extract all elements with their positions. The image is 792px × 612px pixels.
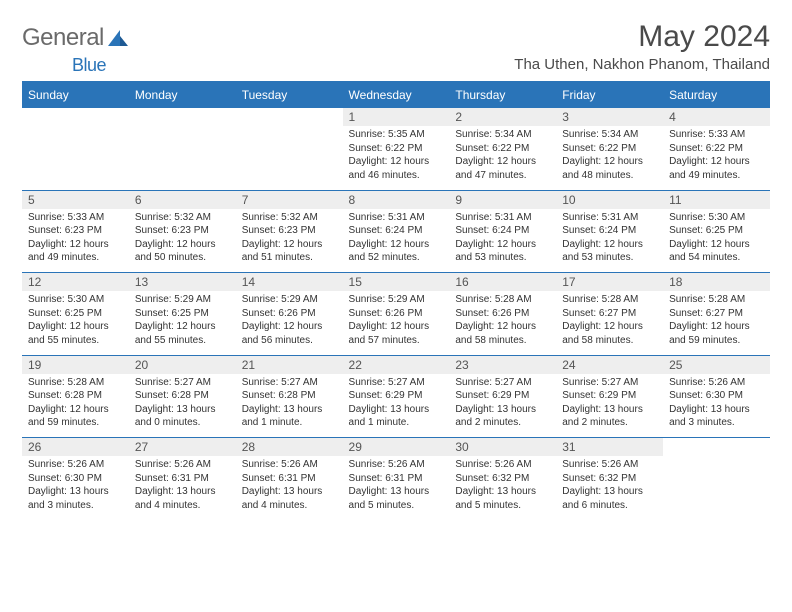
day-detail-cell: Sunrise: 5:34 AMSunset: 6:22 PMDaylight:…: [556, 126, 663, 190]
day-detail-cell: Sunrise: 5:27 AMSunset: 6:29 PMDaylight:…: [449, 374, 556, 438]
day-detail-cell: Sunrise: 5:30 AMSunset: 6:25 PMDaylight:…: [22, 291, 129, 355]
calendar-page: General May 2024 Tha Uthen, Nakhon Phano…: [0, 0, 792, 540]
logo-text-2: Blue: [72, 55, 106, 76]
day-detail-cell: Sunrise: 5:28 AMSunset: 6:27 PMDaylight:…: [556, 291, 663, 355]
day-detail-cell: Sunrise: 5:26 AMSunset: 6:31 PMDaylight:…: [236, 456, 343, 520]
calendar-body: 1234Sunrise: 5:35 AMSunset: 6:22 PMDayli…: [22, 108, 770, 521]
day-detail-cell: Sunrise: 5:32 AMSunset: 6:23 PMDaylight:…: [129, 209, 236, 273]
header: General May 2024 Tha Uthen, Nakhon Phano…: [22, 20, 770, 73]
dayname: Thursday: [449, 82, 556, 108]
dayname-row: Sunday Monday Tuesday Wednesday Thursday…: [22, 82, 770, 108]
week-daynum-row: 567891011: [22, 190, 770, 209]
day-detail-cell: [129, 126, 236, 190]
day-number-cell: 5: [22, 190, 129, 209]
day-number-cell: 15: [343, 273, 450, 292]
day-number-cell: 2: [449, 108, 556, 127]
day-number-cell: 31: [556, 438, 663, 457]
day-detail-cell: Sunrise: 5:33 AMSunset: 6:22 PMDaylight:…: [663, 126, 770, 190]
day-number-cell: 25: [663, 355, 770, 374]
dayname: Monday: [129, 82, 236, 108]
day-detail-cell: Sunrise: 5:33 AMSunset: 6:23 PMDaylight:…: [22, 209, 129, 273]
day-detail-cell: Sunrise: 5:31 AMSunset: 6:24 PMDaylight:…: [556, 209, 663, 273]
day-number-cell: 3: [556, 108, 663, 127]
day-detail-cell: Sunrise: 5:27 AMSunset: 6:28 PMDaylight:…: [236, 374, 343, 438]
day-detail-cell: Sunrise: 5:35 AMSunset: 6:22 PMDaylight:…: [343, 126, 450, 190]
day-number-cell: 19: [22, 355, 129, 374]
day-detail-cell: [236, 126, 343, 190]
week-detail-row: Sunrise: 5:26 AMSunset: 6:30 PMDaylight:…: [22, 456, 770, 520]
day-number-cell: 11: [663, 190, 770, 209]
calendar-table: Sunday Monday Tuesday Wednesday Thursday…: [22, 81, 770, 520]
month-title: May 2024: [514, 20, 770, 54]
day-detail-cell: Sunrise: 5:26 AMSunset: 6:32 PMDaylight:…: [556, 456, 663, 520]
logo-text-1: General: [22, 24, 104, 52]
day-number-cell: 29: [343, 438, 450, 457]
dayname: Tuesday: [236, 82, 343, 108]
dayname: Sunday: [22, 82, 129, 108]
day-number-cell: 14: [236, 273, 343, 292]
day-number-cell: 24: [556, 355, 663, 374]
day-number-cell: 18: [663, 273, 770, 292]
week-daynum-row: 262728293031: [22, 438, 770, 457]
day-detail-cell: Sunrise: 5:27 AMSunset: 6:29 PMDaylight:…: [343, 374, 450, 438]
day-number-cell: 4: [663, 108, 770, 127]
day-detail-cell: Sunrise: 5:29 AMSunset: 6:26 PMDaylight:…: [236, 291, 343, 355]
day-detail-cell: Sunrise: 5:31 AMSunset: 6:24 PMDaylight:…: [449, 209, 556, 273]
day-number-cell: 8: [343, 190, 450, 209]
logo: General: [22, 24, 108, 52]
day-number-cell: 7: [236, 190, 343, 209]
day-detail-cell: Sunrise: 5:27 AMSunset: 6:29 PMDaylight:…: [556, 374, 663, 438]
day-number-cell: 12: [22, 273, 129, 292]
day-number-cell: 28: [236, 438, 343, 457]
week-detail-row: Sunrise: 5:33 AMSunset: 6:23 PMDaylight:…: [22, 209, 770, 273]
day-number-cell: 1: [343, 108, 450, 127]
week-detail-row: Sunrise: 5:28 AMSunset: 6:28 PMDaylight:…: [22, 374, 770, 438]
day-detail-cell: Sunrise: 5:29 AMSunset: 6:25 PMDaylight:…: [129, 291, 236, 355]
day-detail-cell: Sunrise: 5:28 AMSunset: 6:28 PMDaylight:…: [22, 374, 129, 438]
day-number-cell: 30: [449, 438, 556, 457]
dayname: Saturday: [663, 82, 770, 108]
day-number-cell: [663, 438, 770, 457]
day-number-cell: 23: [449, 355, 556, 374]
day-detail-cell: [22, 126, 129, 190]
day-number-cell: [22, 108, 129, 127]
day-detail-cell: Sunrise: 5:31 AMSunset: 6:24 PMDaylight:…: [343, 209, 450, 273]
week-daynum-row: 1234: [22, 108, 770, 127]
day-number-cell: 9: [449, 190, 556, 209]
day-number-cell: [236, 108, 343, 127]
day-detail-cell: Sunrise: 5:28 AMSunset: 6:26 PMDaylight:…: [449, 291, 556, 355]
day-number-cell: 16: [449, 273, 556, 292]
day-detail-cell: Sunrise: 5:27 AMSunset: 6:28 PMDaylight:…: [129, 374, 236, 438]
location: Tha Uthen, Nakhon Phanom, Thailand: [514, 56, 770, 73]
day-number-cell: [129, 108, 236, 127]
day-detail-cell: Sunrise: 5:30 AMSunset: 6:25 PMDaylight:…: [663, 209, 770, 273]
day-detail-cell: Sunrise: 5:26 AMSunset: 6:31 PMDaylight:…: [343, 456, 450, 520]
day-number-cell: 17: [556, 273, 663, 292]
day-detail-cell: Sunrise: 5:26 AMSunset: 6:30 PMDaylight:…: [663, 374, 770, 438]
day-number-cell: 22: [343, 355, 450, 374]
day-number-cell: 20: [129, 355, 236, 374]
title-block: May 2024 Tha Uthen, Nakhon Phanom, Thail…: [514, 20, 770, 73]
day-detail-cell: Sunrise: 5:26 AMSunset: 6:31 PMDaylight:…: [129, 456, 236, 520]
day-number-cell: 26: [22, 438, 129, 457]
week-detail-row: Sunrise: 5:35 AMSunset: 6:22 PMDaylight:…: [22, 126, 770, 190]
week-daynum-row: 19202122232425: [22, 355, 770, 374]
day-detail-cell: Sunrise: 5:32 AMSunset: 6:23 PMDaylight:…: [236, 209, 343, 273]
triangle-icon: [108, 28, 128, 46]
week-detail-row: Sunrise: 5:30 AMSunset: 6:25 PMDaylight:…: [22, 291, 770, 355]
day-number-cell: 10: [556, 190, 663, 209]
day-detail-cell: Sunrise: 5:26 AMSunset: 6:30 PMDaylight:…: [22, 456, 129, 520]
day-number-cell: 21: [236, 355, 343, 374]
day-number-cell: 13: [129, 273, 236, 292]
day-detail-cell: [663, 456, 770, 520]
week-daynum-row: 12131415161718: [22, 273, 770, 292]
day-detail-cell: Sunrise: 5:26 AMSunset: 6:32 PMDaylight:…: [449, 456, 556, 520]
day-detail-cell: Sunrise: 5:29 AMSunset: 6:26 PMDaylight:…: [343, 291, 450, 355]
day-number-cell: 27: [129, 438, 236, 457]
dayname: Wednesday: [343, 82, 450, 108]
day-number-cell: 6: [129, 190, 236, 209]
dayname: Friday: [556, 82, 663, 108]
day-detail-cell: Sunrise: 5:28 AMSunset: 6:27 PMDaylight:…: [663, 291, 770, 355]
day-detail-cell: Sunrise: 5:34 AMSunset: 6:22 PMDaylight:…: [449, 126, 556, 190]
